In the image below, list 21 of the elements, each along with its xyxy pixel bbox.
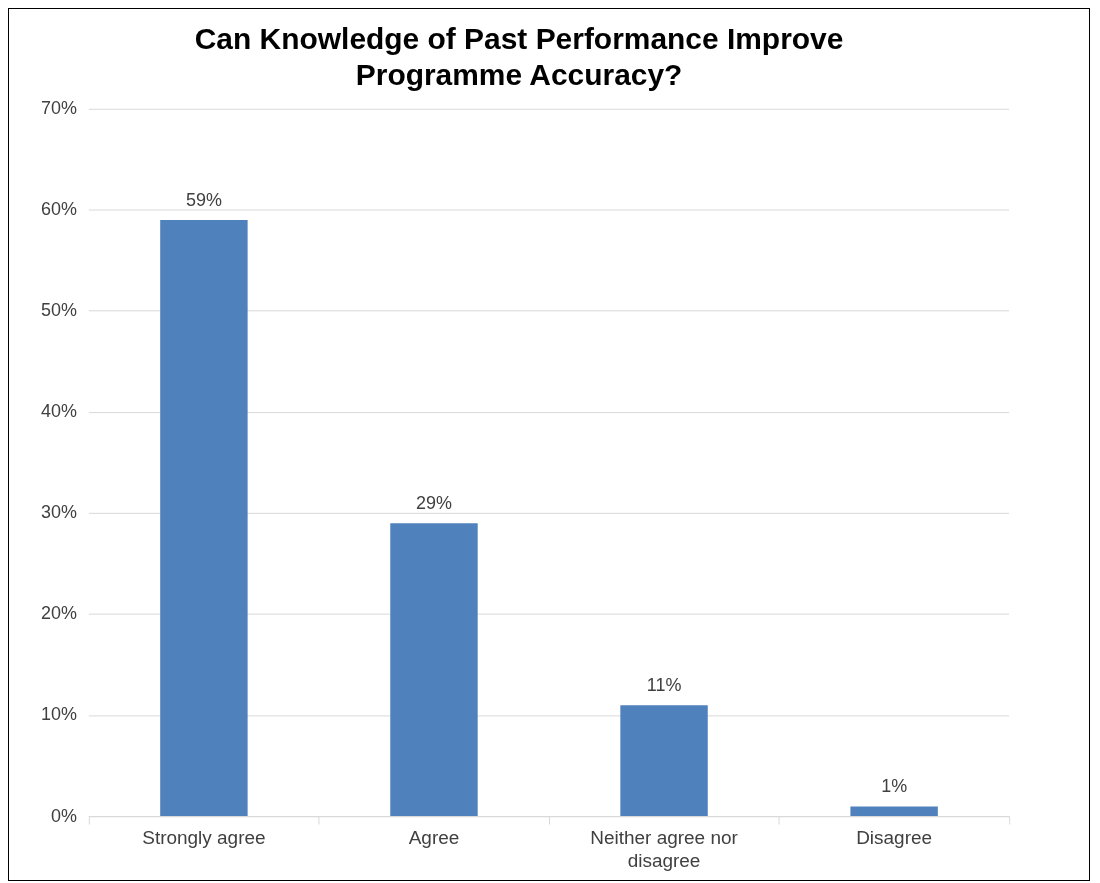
bar	[850, 806, 938, 817]
y-tick-label: 0%	[50, 805, 77, 826]
y-tick-label: 50%	[40, 299, 77, 320]
x-tick-label: Disagree	[856, 827, 933, 849]
data-label: 29%	[416, 493, 452, 514]
y-tick-label: 20%	[40, 603, 77, 624]
x-tick-label: Strongly agree	[142, 827, 266, 849]
bar	[390, 523, 478, 817]
y-tick-label: 40%	[40, 401, 77, 422]
data-label: 1%	[881, 776, 908, 797]
y-tick-label: 60%	[40, 198, 77, 219]
y-tick-label: 30%	[40, 502, 77, 523]
y-tick-label: 10%	[40, 704, 77, 725]
y-tick-label: 70%	[40, 97, 77, 118]
chart-title: Can Knowledge of Past Performance Improve Programme Accuracy?	[194, 22, 844, 92]
data-label: 59%	[185, 190, 222, 210]
x-tick-label: Neither agree nor disagree	[590, 827, 738, 871]
data-label: 11%	[646, 675, 682, 696]
bar	[160, 219, 248, 817]
bar	[620, 705, 708, 817]
x-tick-label: Agree	[408, 827, 460, 849]
